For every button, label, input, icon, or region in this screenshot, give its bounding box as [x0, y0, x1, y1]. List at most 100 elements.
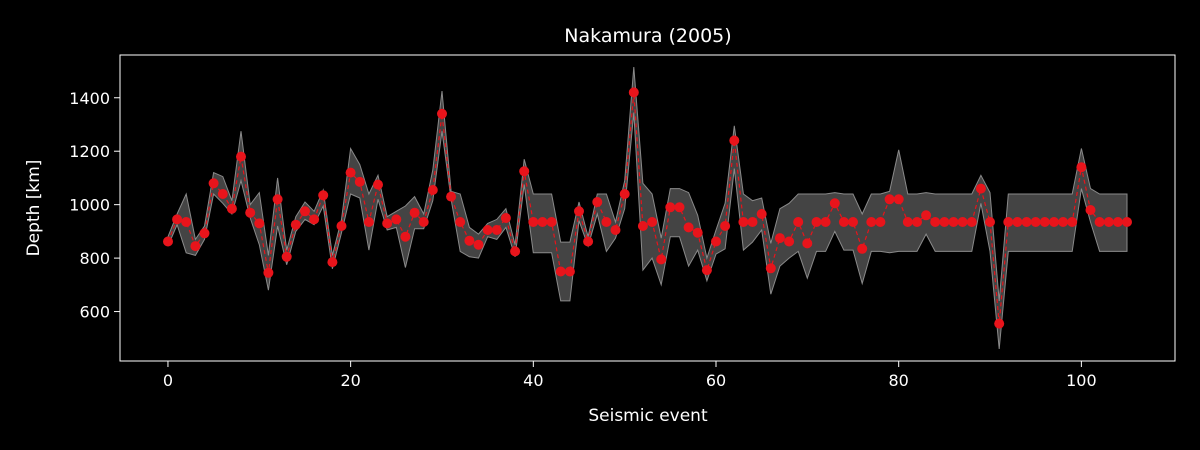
- data-point: [1067, 217, 1078, 227]
- data-point: [619, 189, 630, 199]
- data-point: [400, 231, 411, 242]
- data-point: [820, 217, 831, 227]
- data-point: [966, 217, 977, 227]
- data-point: [409, 207, 420, 218]
- data-point: [711, 236, 721, 247]
- data-point: [601, 217, 612, 227]
- data-point: [290, 219, 301, 230]
- data-point: [747, 217, 758, 227]
- data-point: [500, 213, 511, 223]
- x-tick-label: 60: [706, 371, 726, 390]
- x-tick-label: 40: [523, 371, 543, 390]
- data-point: [181, 217, 192, 227]
- data-point: [656, 254, 667, 265]
- data-point: [637, 221, 648, 231]
- data-point: [729, 135, 740, 146]
- data-point: [281, 251, 292, 262]
- data-point: [473, 239, 484, 250]
- y-axis-label: Depth [km]: [24, 160, 44, 257]
- y-tick-label: 1400: [69, 89, 110, 108]
- data-point: [674, 202, 685, 213]
- data-point: [455, 217, 466, 227]
- data-point: [857, 243, 868, 254]
- data-point: [592, 197, 603, 207]
- data-point: [1112, 217, 1123, 227]
- data-point: [217, 189, 228, 199]
- data-point: [975, 183, 986, 194]
- data-point: [583, 236, 594, 247]
- data-point: [236, 151, 246, 162]
- data-point: [254, 218, 265, 229]
- data-point: [1049, 217, 1059, 227]
- data-point: [793, 217, 804, 227]
- chart-title: Nakamura (2005): [564, 25, 731, 47]
- data-point: [774, 233, 785, 244]
- data-point: [1021, 217, 1032, 227]
- data-point: [1012, 217, 1023, 227]
- data-point: [1076, 162, 1087, 173]
- data-point: [245, 207, 256, 218]
- data-point: [765, 263, 776, 274]
- data-point: [610, 225, 621, 235]
- data-point: [437, 108, 447, 119]
- data-point: [939, 217, 950, 227]
- data-point: [208, 178, 219, 189]
- y-tick-label: 800: [79, 249, 110, 268]
- data-point: [957, 217, 968, 227]
- data-point: [336, 221, 347, 231]
- data-point: [829, 198, 840, 209]
- data-point: [226, 203, 237, 214]
- data-point: [948, 217, 959, 227]
- data-point: [482, 225, 493, 235]
- data-point: [628, 87, 639, 98]
- x-axis-label: Seismic event: [588, 406, 708, 426]
- data-point: [519, 166, 530, 177]
- data-point: [327, 257, 338, 268]
- data-point: [1030, 217, 1041, 227]
- data-point: [510, 246, 521, 257]
- data-point: [464, 235, 475, 246]
- data-point: [985, 217, 995, 227]
- data-point: [263, 267, 274, 278]
- data-point: [848, 217, 858, 227]
- data-point: [190, 241, 201, 252]
- data-point: [784, 236, 795, 247]
- data-point: [564, 266, 575, 277]
- y-tick-label: 1000: [69, 196, 110, 215]
- uncertainty-band: [167, 66, 1128, 350]
- data-point: [537, 217, 548, 227]
- data-point: [354, 176, 365, 187]
- data-point: [300, 206, 310, 217]
- data-point: [491, 225, 502, 235]
- data-point: [1122, 217, 1132, 227]
- x-tick-label: 100: [1066, 371, 1097, 390]
- data-point: [363, 217, 374, 227]
- data-point: [756, 209, 767, 219]
- data-point: [738, 217, 749, 227]
- y-tick-label: 1200: [69, 142, 110, 161]
- data-point: [446, 191, 457, 202]
- data-point: [930, 217, 941, 227]
- x-axis: 0 20 40 60 80 100: [163, 361, 1097, 390]
- data-point: [902, 217, 913, 227]
- data-point: [528, 217, 539, 227]
- data-point: [318, 190, 329, 201]
- data-point: [875, 217, 886, 227]
- data-point: [1003, 217, 1014, 227]
- data-point: [272, 194, 283, 205]
- data-point: [345, 167, 356, 178]
- data-point: [994, 318, 1005, 329]
- data-point: [665, 202, 676, 213]
- data-point: [921, 210, 932, 221]
- plot-area: [163, 66, 1132, 350]
- axes-frame: [119, 54, 1176, 362]
- x-tick-label: 0: [163, 371, 173, 390]
- data-point: [701, 265, 712, 276]
- data-point: [546, 217, 557, 227]
- data-point: [382, 218, 393, 229]
- data-point: [838, 217, 849, 227]
- y-tick-label: 600: [79, 303, 110, 322]
- data-point: [427, 185, 438, 195]
- data-point: [163, 236, 173, 247]
- data-point: [1103, 217, 1114, 227]
